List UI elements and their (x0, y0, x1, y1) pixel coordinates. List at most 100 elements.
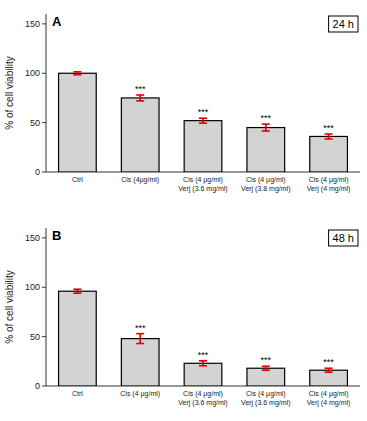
significance-label: *** (198, 350, 209, 360)
x-tick-label-line: Cis (4μg/ml) (121, 176, 159, 184)
x-tick-label-line: Verj (3.6 mg/ml) (178, 399, 227, 407)
y-tick-label: 0 (35, 381, 40, 391)
error-cap (325, 138, 333, 140)
error-cap (136, 100, 144, 102)
bar (121, 98, 159, 172)
y-tick-label: 150 (25, 19, 40, 29)
error-bar (199, 361, 207, 366)
error-bar (262, 366, 270, 370)
y-axis-line (46, 14, 47, 172)
y-tick (42, 287, 46, 288)
time-label-box (329, 230, 358, 246)
y-tick (42, 237, 46, 238)
x-tick-label: Cis (4 μg/ml) (120, 390, 160, 398)
error-bar (325, 368, 333, 372)
x-tick-label: Cis (4 μg/ml)Verj (4 mg/ml) (307, 390, 351, 407)
y-tick-label: 50 (30, 118, 40, 128)
bar (121, 339, 159, 386)
x-tick-label-line: Verj (3.8 mg/ml) (241, 185, 290, 193)
y-tick-label: 0 (35, 167, 40, 177)
error-cap (199, 365, 207, 367)
x-tick-label-line: Cis (4 μg/ml) (309, 176, 349, 184)
bar (184, 363, 222, 386)
marks (59, 289, 348, 386)
error-cap (73, 288, 81, 290)
panel-label: A (52, 14, 62, 29)
panel: 0 50 100 150 % of cell viability *** *** *** ***… (4, 228, 360, 407)
error-bar (136, 95, 144, 101)
error-cap (73, 292, 81, 294)
x-tick-label: Cis (4 μg/ml)Verj (3.6 mg/ml) (178, 390, 227, 407)
x-tick-label-line: Cis (4 μg/ml) (246, 176, 286, 184)
x-tick-label-line: Cis (4 μg/ml) (183, 390, 223, 398)
y-tick-label: 100 (25, 282, 40, 292)
significance-label: *** (135, 323, 146, 333)
y-axis-label: % of cell viability (4, 56, 15, 129)
bar (247, 128, 285, 172)
x-tick-label: Cis (4 μg/ml)Verj (3.6 mg/ml) (178, 176, 227, 193)
time-label: 48 h (333, 232, 354, 244)
error-cap (73, 74, 81, 76)
error-bar (73, 72, 81, 75)
y-tick (42, 122, 46, 123)
error-stem (139, 334, 141, 344)
x-tick-label-line: Ctrl (72, 390, 83, 397)
x-tick-label: Cis (4μg/ml) (121, 176, 159, 184)
chart-root: 0 50 100 150 % of cell viability *** *** *** ***… (0, 0, 367, 421)
error-cap (262, 365, 270, 367)
bar (59, 291, 97, 386)
y-tick (42, 172, 46, 173)
y-tick-label: 100 (25, 68, 40, 78)
bar (310, 136, 348, 172)
error-bar (325, 134, 333, 139)
x-tick-label-line: Cis (4 μg/ml) (309, 390, 349, 398)
x-tick-label-line: Cis (4 μg/ml) (183, 176, 223, 184)
time-label: 24 h (333, 18, 354, 30)
significance-label: *** (323, 357, 334, 367)
x-tick-label-line: Verj (3.6 mg/ml) (241, 399, 290, 407)
y-tick (42, 73, 46, 74)
marks (59, 72, 348, 172)
y-tick-label: 150 (25, 233, 40, 243)
time-label-box (329, 16, 358, 32)
error-cap (199, 117, 207, 119)
x-tick-label: Cis (4 μg/ml)Verj (3.6 mg/ml) (241, 390, 290, 407)
error-bar (199, 118, 207, 123)
x-tick-label-line: Verj (3.6 mg/ml) (178, 185, 227, 193)
x-tick-label: Cis (4 μg/ml)Verj (3.8 mg/ml) (241, 176, 290, 193)
significance-label: *** (198, 107, 209, 117)
error-cap (199, 360, 207, 362)
error-bar (73, 289, 81, 293)
significance-label: *** (261, 355, 272, 365)
x-tick-label-line: Cis (4 μg/ml) (246, 390, 286, 398)
error-cap (325, 371, 333, 373)
y-tick-label: 50 (30, 332, 40, 342)
y-tick (42, 336, 46, 337)
bar (310, 370, 348, 386)
error-cap (73, 71, 81, 73)
error-cap (262, 123, 270, 125)
error-cap (136, 343, 144, 345)
error-bar (136, 334, 144, 344)
x-tick-label-line: Cis (4 μg/ml) (120, 390, 160, 398)
error-stem (265, 124, 267, 131)
x-tick-label: Cis (4 μg/ml)Verj (4 mg/ml) (307, 176, 351, 193)
error-cap (325, 133, 333, 135)
y-tick (42, 386, 46, 387)
x-tick-label-line: Verj (4 mg/ml) (307, 399, 351, 407)
bar (184, 121, 222, 172)
y-axis-line (46, 228, 47, 386)
x-tick-label-line: Ctrl (72, 176, 83, 183)
error-cap (136, 94, 144, 96)
significance-label: *** (135, 84, 146, 94)
error-stem (139, 95, 141, 101)
error-cap (262, 130, 270, 132)
y-axis-label: % of cell viability (4, 270, 15, 343)
x-tick-label: Ctrl (72, 176, 83, 183)
error-cap (199, 122, 207, 124)
significance-label: *** (261, 113, 272, 123)
bar (247, 368, 285, 386)
x-tick-label: Ctrl (72, 390, 83, 397)
panel: 0 50 100 150 % of cell viability *** *** *** ***… (4, 14, 360, 193)
significance-label: *** (323, 123, 334, 133)
